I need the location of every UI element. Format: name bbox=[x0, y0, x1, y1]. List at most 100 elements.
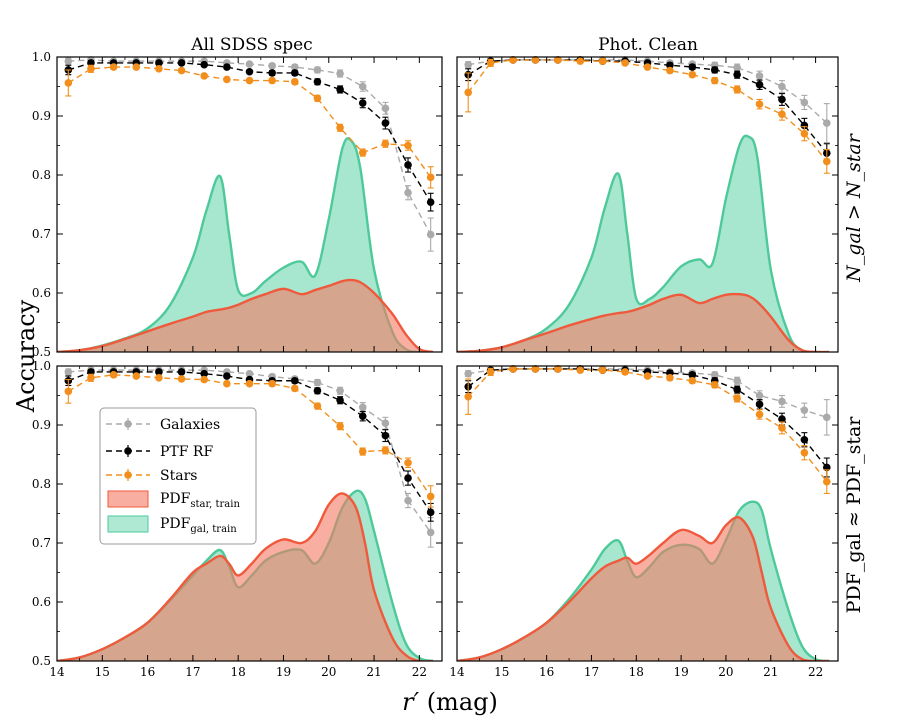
point-galaxies bbox=[336, 69, 344, 78]
pdf-star-area bbox=[457, 517, 830, 661]
series-line-ptf bbox=[467, 59, 828, 154]
point-stars bbox=[755, 410, 764, 419]
point-stars bbox=[177, 66, 186, 75]
point-stars bbox=[710, 76, 719, 85]
point-stars bbox=[554, 365, 562, 373]
point-stars bbox=[404, 458, 412, 467]
point-galaxies bbox=[733, 376, 741, 385]
point-ptf bbox=[336, 85, 344, 94]
point-ptf bbox=[177, 59, 186, 67]
legend-item-stars: Stars bbox=[106, 468, 197, 484]
point-galaxies bbox=[358, 403, 367, 412]
x-tick-label: 22 bbox=[808, 665, 823, 679]
x-tick-label: 18 bbox=[629, 665, 644, 679]
point-stars bbox=[87, 65, 95, 73]
legend-label-pdf-star-main: PDF bbox=[160, 491, 191, 507]
point-stars bbox=[268, 379, 276, 388]
y-axis-label: Accuracy bbox=[12, 299, 40, 413]
pdf-star-area bbox=[57, 279, 433, 352]
x-tick-label: 22 bbox=[412, 665, 427, 679]
point-stars bbox=[87, 374, 95, 382]
point-ptf bbox=[358, 99, 367, 107]
point-stars bbox=[245, 76, 254, 85]
point-stars bbox=[155, 374, 163, 382]
point-ptf bbox=[800, 435, 809, 444]
legend-label-pdf-gal: PDFgal, train bbox=[160, 516, 237, 535]
point-galaxies bbox=[800, 98, 809, 107]
series-stars bbox=[464, 365, 831, 494]
x-tick-label: 14 bbox=[449, 665, 465, 679]
series-ptf bbox=[464, 56, 831, 164]
col-title-left: All SDSS spec bbox=[190, 35, 312, 55]
legend-item-ptf: PTF RF bbox=[106, 444, 213, 460]
point-galaxies bbox=[64, 368, 73, 376]
point-stars bbox=[336, 124, 344, 132]
legend-label-pdf-gal-main: PDF bbox=[160, 516, 191, 532]
point-ptf bbox=[177, 368, 186, 376]
point-galaxies bbox=[426, 528, 435, 537]
x-tick-label: 16 bbox=[539, 665, 554, 679]
point-stars bbox=[576, 366, 585, 374]
point-stars bbox=[643, 372, 652, 380]
point-ptf bbox=[404, 474, 412, 482]
point-ptf bbox=[755, 400, 764, 409]
point-stars bbox=[358, 148, 367, 157]
point-stars bbox=[336, 422, 344, 430]
point-ptf bbox=[200, 60, 209, 69]
point-ptf bbox=[200, 369, 209, 378]
point-galaxies bbox=[290, 63, 299, 71]
point-stars bbox=[464, 88, 473, 97]
point-ptf bbox=[245, 67, 254, 76]
col-title-right: Phot. Clean bbox=[598, 35, 698, 55]
legend-patch-pdf-star bbox=[107, 490, 149, 508]
point-galaxies bbox=[710, 371, 719, 379]
legend-label-ptf: PTF RF bbox=[160, 444, 213, 460]
pdf-gal-outline bbox=[57, 137, 433, 352]
y-tick-label: 0.9 bbox=[32, 109, 51, 123]
x-tick-label: 14 bbox=[49, 665, 65, 679]
point-stars bbox=[64, 387, 73, 396]
point-galaxies bbox=[404, 188, 412, 197]
point-ptf bbox=[778, 95, 786, 104]
panel-top-right bbox=[456, 56, 839, 353]
legend-item-pdf-star: PDFstar, train bbox=[107, 490, 240, 510]
point-galaxies bbox=[464, 60, 473, 69]
point-stars bbox=[109, 63, 118, 71]
pdf-star-outline bbox=[457, 292, 830, 352]
pdf-star-outline bbox=[457, 516, 830, 661]
point-galaxies bbox=[822, 119, 831, 127]
x-tick-label: 20 bbox=[718, 665, 733, 679]
point-stars bbox=[486, 368, 495, 376]
point-stars bbox=[64, 79, 73, 87]
point-ptf bbox=[358, 412, 367, 420]
series-line-stars bbox=[467, 368, 828, 483]
point-stars bbox=[598, 366, 607, 374]
point-galaxies bbox=[245, 369, 254, 378]
series-stars bbox=[464, 56, 831, 174]
point-stars bbox=[554, 56, 562, 64]
point-stars bbox=[576, 57, 585, 65]
point-ptf bbox=[155, 368, 163, 376]
x-tick-label: 20 bbox=[321, 665, 336, 679]
point-galaxies bbox=[800, 406, 809, 415]
legend-frame bbox=[99, 407, 257, 545]
point-galaxies bbox=[464, 369, 473, 378]
point-stars bbox=[426, 173, 435, 182]
series-stars bbox=[64, 371, 435, 508]
legend-item-galaxies: Galaxies bbox=[106, 417, 220, 433]
point-ptf bbox=[290, 376, 299, 385]
point-stars bbox=[109, 371, 118, 379]
series-ptf bbox=[464, 365, 831, 478]
point-galaxies bbox=[778, 82, 786, 91]
y-tick-label: 0.5 bbox=[32, 654, 51, 668]
x-tick-label: 17 bbox=[185, 665, 200, 679]
point-stars bbox=[710, 381, 719, 389]
point-stars bbox=[290, 77, 299, 86]
legend-label-pdf-star: PDFstar, train bbox=[160, 491, 240, 510]
point-stars bbox=[464, 392, 473, 401]
series-stars bbox=[64, 63, 435, 189]
point-ptf bbox=[710, 66, 719, 74]
point-ptf bbox=[688, 63, 697, 71]
point-stars bbox=[404, 141, 412, 150]
